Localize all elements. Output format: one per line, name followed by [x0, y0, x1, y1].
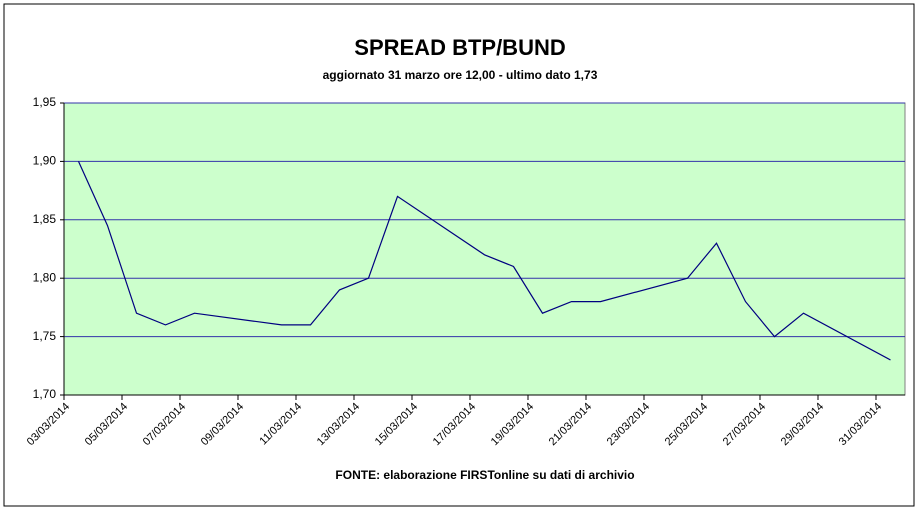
y-tick-label: 1,95 [33, 95, 57, 109]
y-tick-label: 1,75 [33, 329, 57, 343]
chart-subtitle: aggiornato 31 marzo ore 12,00 - ultimo d… [323, 68, 598, 82]
chart-title: SPREAD BTP/BUND [354, 35, 565, 60]
chart-source: FONTE: elaborazione FIRSTonline su dati … [335, 468, 634, 482]
y-tick-label: 1,70 [33, 387, 57, 401]
y-tick-label: 1,80 [33, 270, 57, 284]
data-line [77, 161, 891, 361]
y-tick-label: 1,85 [33, 212, 57, 226]
y-tick-label: 1,90 [33, 154, 57, 168]
plot-area [63, 102, 906, 396]
